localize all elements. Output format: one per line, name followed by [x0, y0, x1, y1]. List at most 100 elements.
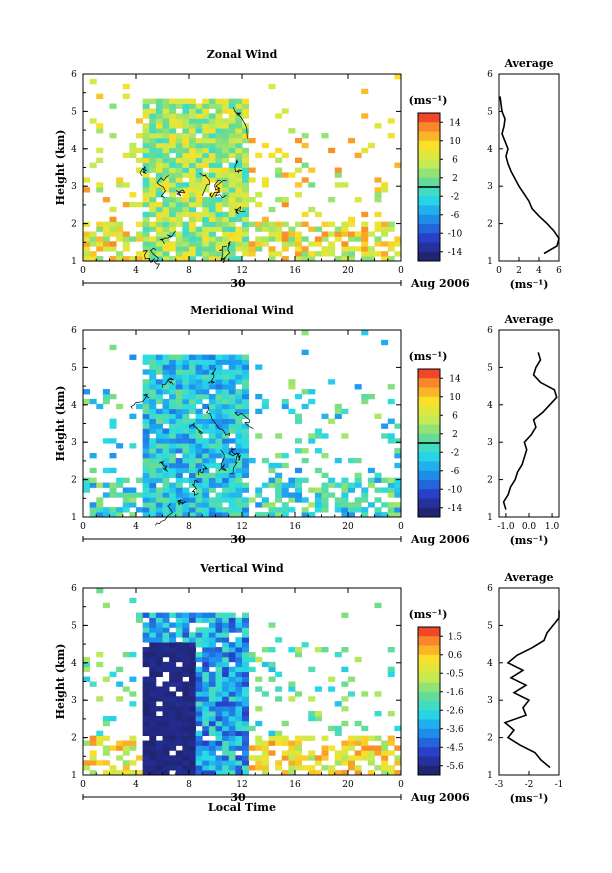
heatmap-cell: [162, 637, 170, 643]
heatmap-cell: [354, 246, 362, 252]
heatmap-cell: [354, 740, 362, 746]
heatmap-cell: [228, 354, 236, 360]
heatmap-cell: [182, 98, 190, 104]
x-tick-label: 0: [80, 522, 86, 532]
heatmap-cell: [208, 379, 216, 385]
heatmap-cell: [215, 226, 223, 232]
heatmap-cell: [261, 182, 269, 188]
heatmap-cell: [275, 730, 283, 737]
heatmap-cell: [175, 162, 183, 168]
heatmap-cell: [189, 433, 197, 439]
heatmap-cell: [334, 231, 342, 237]
heatmap-cell: [182, 647, 190, 653]
heatmap-cell: [189, 374, 197, 380]
heatmap-cell: [116, 745, 124, 751]
heatmap-cell: [242, 691, 250, 697]
heatmap-cell: [182, 118, 190, 124]
heatmap-cell: [189, 236, 197, 242]
heatmap-cell: [328, 725, 336, 732]
heatmap-cell: [162, 666, 170, 673]
heatmap-cell: [182, 612, 190, 618]
heatmap-cell: [208, 418, 216, 424]
heatmap-cell: [195, 201, 203, 208]
heatmap-cell: [354, 472, 362, 479]
y-tick-label: 3: [71, 696, 77, 706]
heatmap-cell: [341, 433, 349, 439]
heatmap-cell: [341, 681, 349, 687]
heatmap-cell: [175, 711, 183, 717]
heatmap-cell: [155, 108, 163, 114]
heatmap-cell: [189, 735, 197, 741]
heatmap-cell: [155, 443, 163, 449]
heatmap-cell: [195, 656, 203, 663]
heatmap-cell: [169, 487, 177, 493]
heatmap-cell: [215, 98, 223, 104]
heatmap-cell: [222, 701, 230, 707]
heatmap-cell: [242, 453, 250, 459]
heatmap-cell: [202, 656, 210, 663]
heatmap-cell: [142, 384, 150, 390]
heatmap-cell: [169, 661, 177, 668]
x-tick-label: 12: [236, 266, 247, 276]
heatmap-cell: [235, 482, 243, 488]
x-axis-label: Local Time: [208, 801, 276, 814]
heatmap-cell: [381, 750, 389, 756]
heatmap-cell: [387, 477, 395, 483]
heatmap-cell: [222, 740, 230, 746]
heatmap-cell: [341, 755, 349, 761]
heatmap-cell: [208, 760, 216, 766]
heatmap-cell: [189, 730, 197, 737]
heatmap-cell: [136, 403, 144, 410]
heatmap-cell: [169, 398, 177, 405]
heatmap-cell: [195, 755, 203, 761]
heatmap-cell: [122, 686, 130, 692]
heatmap-cell: [208, 408, 216, 415]
heatmap-cell: [208, 201, 216, 208]
heatmap-cell: [175, 147, 183, 154]
heatmap-cell: [215, 384, 223, 390]
heatmap-cell: [242, 393, 250, 400]
y-axis-label: Height (km): [54, 130, 67, 206]
heatmap-cell: [215, 770, 223, 776]
heatmap-cell: [235, 182, 243, 188]
heatmap-cell: [129, 256, 137, 262]
heatmap-cell: [155, 398, 163, 405]
heatmap-cell: [348, 482, 356, 488]
heatmap-cell: [228, 182, 236, 188]
heatmap-cell: [162, 492, 170, 498]
heatmap-cell: [235, 98, 243, 104]
heatmap-cell: [149, 438, 157, 444]
heatmap-cell: [162, 661, 170, 668]
x-tick-label: 12: [236, 780, 247, 790]
heatmap-cell: [116, 221, 124, 227]
heatmap-cell: [215, 720, 223, 727]
heatmap-cell: [348, 256, 356, 262]
heatmap-cell: [242, 364, 250, 370]
heatmap-cell: [361, 725, 369, 732]
heatmap-cell: [162, 157, 170, 163]
heatmap-cell: [96, 246, 104, 252]
heatmap-cell: [334, 730, 342, 737]
heatmap-cell: [169, 197, 177, 203]
heatmap-cell: [202, 661, 210, 668]
heatmap-cell: [116, 236, 124, 242]
heatmap-cell: [149, 147, 157, 154]
heatmap-cell: [222, 647, 230, 653]
heatmap-cell: [162, 152, 170, 159]
heatmap-cell: [175, 720, 183, 727]
heatmap-cell: [169, 379, 177, 385]
heatmap-cell: [301, 330, 309, 336]
heatmap-cell: [354, 507, 362, 513]
heatmap-cell: [182, 770, 190, 776]
heatmap-cell: [334, 413, 342, 419]
heatmap-cell: [175, 123, 183, 129]
heatmap-cell: [149, 740, 157, 746]
heatmap-cell: [321, 755, 329, 761]
heatmap-cell: [182, 162, 190, 168]
y-tick-label: 6: [71, 70, 77, 80]
heatmap-cell: [242, 133, 250, 139]
heatmap-cell: [228, 393, 236, 400]
heatmap-cell: [215, 497, 223, 503]
